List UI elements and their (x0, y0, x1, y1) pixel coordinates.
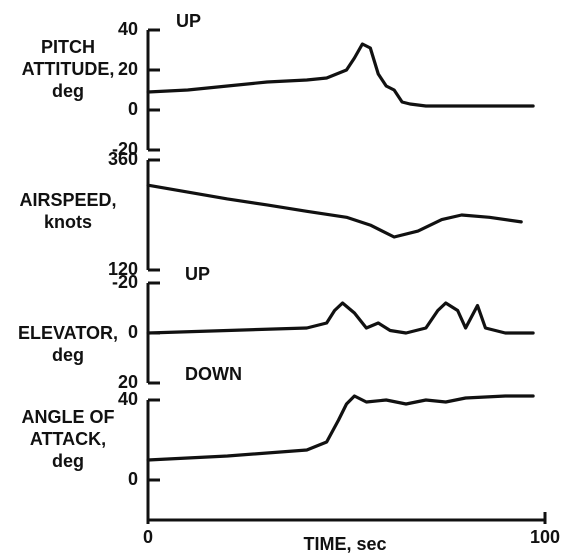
y-tick-label: 20 (118, 372, 138, 392)
y-axis-label: ATTITUDE, (22, 59, 115, 79)
x-axis-label: TIME, sec (303, 534, 386, 554)
y-tick-label: 40 (118, 389, 138, 409)
y-tick-label: 0 (128, 99, 138, 119)
y-tick-label: 0 (128, 322, 138, 342)
y-axis-label: deg (52, 451, 84, 471)
y-tick-label: 120 (108, 259, 138, 279)
y-axis-label: deg (52, 345, 84, 365)
x-tick-label: 100 (530, 527, 560, 547)
y-axis-label: ELEVATOR, (18, 323, 118, 343)
y-tick-label: 40 (118, 19, 138, 39)
y-axis-label: ANGLE OF (22, 407, 115, 427)
annotation: UP (185, 264, 210, 284)
y-tick-label: -20 (112, 139, 138, 159)
y-tick-label: -20 (112, 272, 138, 292)
y-axis-label: ATTACK, (30, 429, 106, 449)
annotation: UP (176, 11, 201, 31)
line-series (146, 301, 535, 335)
x-tick-label: 0 (143, 527, 153, 547)
y-axis-label: AIRSPEED, (19, 190, 116, 210)
y-axis-label: PITCH (41, 37, 95, 57)
line-series (146, 42, 535, 108)
y-axis-label: knots (44, 212, 92, 232)
line-series (146, 394, 535, 462)
y-tick-label: 0 (128, 469, 138, 489)
line-series (146, 183, 523, 239)
annotation: DOWN (185, 364, 242, 384)
y-axis-label: deg (52, 81, 84, 101)
y-tick-label: 20 (118, 59, 138, 79)
y-tick-label: 360 (108, 149, 138, 169)
